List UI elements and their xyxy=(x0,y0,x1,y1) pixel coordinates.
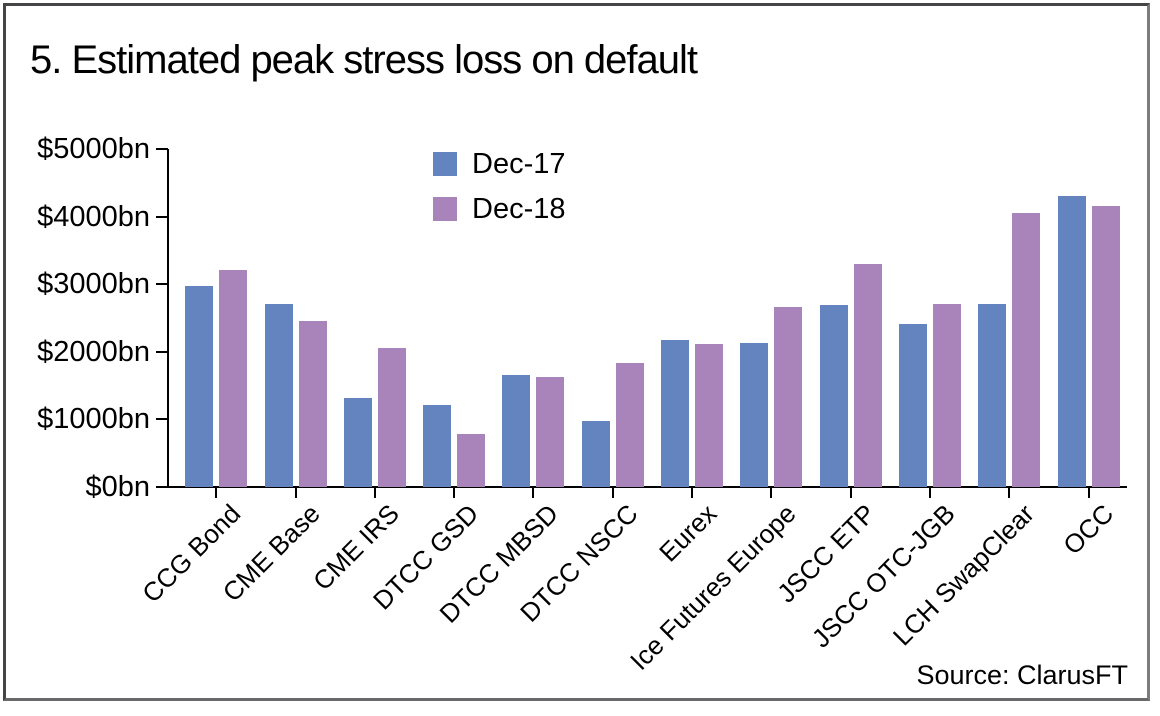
y-tick-label-3000: $3000bn xyxy=(37,268,150,301)
y-tick-label-0: $0bn xyxy=(85,471,150,503)
y-tick-mark-5000 xyxy=(156,148,168,150)
bar-dec-17-eurex xyxy=(661,340,689,487)
y-tick-label-4000: $4000bn xyxy=(37,200,150,233)
bar-dec-18-cme-irs xyxy=(377,348,406,487)
x-tick-mark-lch-swapclear xyxy=(1008,488,1011,498)
bar-dec-18-jscc-etp xyxy=(853,263,882,487)
bar-dec-17-dtcc-mbsd xyxy=(502,374,531,487)
bar-dec-17-jscc-etp xyxy=(819,305,848,487)
x-tick-mark-dtcc-gsd xyxy=(453,488,456,498)
bar-dec-18-jscc-otc-jgb xyxy=(932,304,961,487)
bar-dec-17-ice-futures-europe xyxy=(740,343,769,487)
y-tick-mark-4000 xyxy=(156,215,168,218)
y-tick-mark-2000 xyxy=(156,350,168,353)
legend-item-dec-18: Dec-18 xyxy=(433,192,566,226)
bar-dec-17-cme-base xyxy=(264,304,293,487)
bar-dec-17-ccg-bond xyxy=(185,286,214,487)
x-axis-line xyxy=(156,486,1127,488)
x-tick-mark-eurex xyxy=(691,488,693,498)
bar-dec-18-ice-futures-europe xyxy=(774,307,803,487)
legend: Dec-17 Dec-18 xyxy=(433,147,566,237)
legend-item-dec-17: Dec-17 xyxy=(433,147,566,181)
bar-dec-17-occ xyxy=(1057,196,1086,487)
y-tick-label-1000: $1000bn xyxy=(37,403,150,436)
legend-label-dec-18: Dec-18 xyxy=(472,192,566,225)
bar-dec-18-dtcc-gsd xyxy=(457,433,486,487)
legend-swatch-dec-17 xyxy=(433,152,457,176)
y-tick-label-2000: $2000bn xyxy=(37,335,150,368)
x-tick-mark-dtcc-nscc xyxy=(611,488,614,498)
x-tick-mark-ice-futures-europe xyxy=(770,488,773,498)
y-tick-mark-0 xyxy=(156,486,168,488)
y-axis-line xyxy=(167,149,169,488)
bar-dec-18-eurex xyxy=(695,344,723,487)
x-tick-mark-cme-irs xyxy=(373,488,376,498)
source-note: Source: ClarusFT xyxy=(916,660,1128,690)
legend-label-dec-17: Dec-17 xyxy=(472,147,566,180)
bar-dec-17-lch-swapclear xyxy=(978,303,1007,487)
y-tick-label-5000: $5000bn xyxy=(37,133,150,165)
bar-dec-18-lch-swapclear xyxy=(1012,212,1041,487)
bar-dec-18-cme-base xyxy=(298,321,327,487)
bar-dec-18-dtcc-mbsd xyxy=(536,377,565,487)
bar-dec-18-ccg-bond xyxy=(219,270,248,487)
chart-title: 5. Estimated peak stress loss on default xyxy=(30,38,698,82)
legend-swatch-dec-18 xyxy=(433,197,457,221)
bar-dec-17-jscc-otc-jgb xyxy=(898,324,927,487)
x-tick-mark-jscc-otc-jgb xyxy=(928,488,931,498)
x-tick-mark-dtcc-mbsd xyxy=(532,488,535,498)
bar-dec-18-occ xyxy=(1091,206,1120,487)
bar-dec-17-dtcc-nscc xyxy=(581,421,610,487)
y-tick-mark-1000 xyxy=(156,418,168,421)
x-tick-mark-occ xyxy=(1087,488,1090,498)
bar-dec-17-dtcc-gsd xyxy=(423,404,452,487)
x-tick-mark-jscc-etp xyxy=(849,488,852,498)
x-tick-mark-ccg-bond xyxy=(215,488,218,498)
bar-dec-17-cme-irs xyxy=(343,398,372,487)
y-tick-mark-3000 xyxy=(156,283,168,286)
bar-dec-18-dtcc-nscc xyxy=(615,363,644,487)
x-tick-mark-cme-base xyxy=(294,488,297,498)
